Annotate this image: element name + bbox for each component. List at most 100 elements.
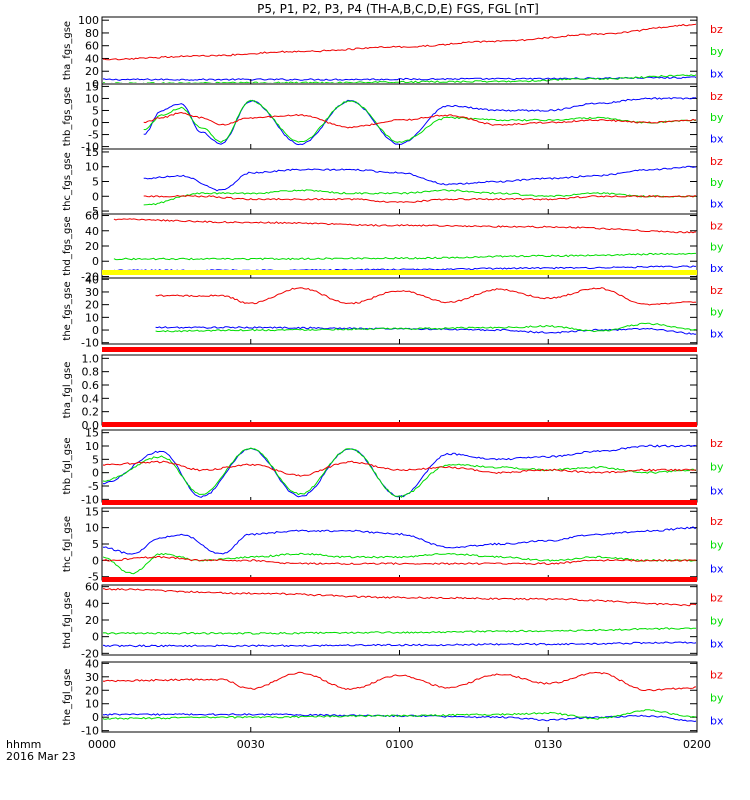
panel-frame	[101, 16, 698, 85]
y-tick-label: -10	[81, 725, 99, 738]
y-tick-label: 5	[92, 538, 99, 551]
y-tick-label: -20	[81, 647, 99, 660]
series-line-bz	[143, 194, 696, 203]
y-tick-label: 10	[85, 440, 99, 453]
legend-bx: bx	[710, 198, 724, 211]
series-group	[113, 218, 696, 272]
y-axis-label: thc_fgl_gse	[62, 516, 73, 572]
panel-thc_fgs_gse: -5 05 10 15 thc_fgs_gse bz by bx	[62, 146, 724, 218]
panel-frame	[101, 354, 698, 426]
y-tick-label: 40	[85, 52, 99, 65]
y-tick-label: 10	[85, 92, 99, 105]
y-tick-label: 30	[85, 286, 99, 299]
y-tick-label: 1.0	[82, 352, 100, 365]
legend-bx: bx	[710, 562, 724, 575]
series-line-bx	[103, 444, 696, 498]
series-line-bz	[103, 587, 696, 607]
y-tick-label: 0	[92, 711, 99, 724]
y-tick-label: 60	[85, 210, 99, 223]
y-tick-label: 30	[85, 671, 99, 684]
legend-by: by	[710, 306, 724, 319]
series-group	[155, 287, 696, 335]
legend-bx: bx	[710, 638, 724, 651]
series-line-by	[103, 627, 696, 635]
legend-bx: bx	[710, 484, 724, 497]
y-tick-label: 15	[85, 146, 99, 159]
y-tick-label: 0.0	[82, 419, 100, 432]
series-line-by	[113, 252, 696, 261]
legend-bz: bz	[710, 23, 723, 36]
panel-thc_fgl_gse: -5 0 5 10 15 thc_fgl_gse bz by bx	[62, 500, 724, 584]
legend-bx: bx	[710, 327, 724, 340]
y-tick-label: -10	[81, 337, 99, 350]
legend-by: by	[710, 176, 724, 189]
x-tick-label: 0000	[88, 738, 116, 751]
y-tick-label: 60	[85, 40, 99, 53]
panel-frame	[101, 507, 698, 581]
y-tick-label: 15	[85, 427, 99, 440]
y-tick-label: 40	[85, 225, 99, 238]
x-tick-label: 0100	[386, 738, 414, 751]
y-tick-label: 20	[85, 65, 99, 78]
y-tick-label: 10	[85, 161, 99, 174]
series-line-bx	[103, 526, 696, 555]
series-line-bz	[143, 111, 696, 129]
series-line-bx	[103, 713, 696, 723]
y-tick-label: 20	[85, 684, 99, 697]
status-bar-thc_fgl_gse	[102, 500, 697, 505]
status-bar-tha_fgl_gse	[102, 347, 697, 352]
y-axis-label: thb_fgl_gse	[62, 438, 73, 495]
y-tick-label: 20	[85, 299, 99, 312]
series-line-by	[103, 709, 696, 720]
y-tick-label: 0.6	[82, 379, 100, 392]
series-line-bx	[143, 165, 696, 192]
panel-thd_fgs_gse: -20 0 20 40 60 thd_fgs_gse bz by bx	[62, 210, 724, 284]
legend-bz: bz	[710, 90, 723, 103]
y-axis-label: thb_fgs_gse	[62, 87, 73, 146]
y-axis-label: thd_fgl_gse	[62, 592, 73, 649]
series-line-by	[103, 552, 696, 575]
y-tick-label: 5	[92, 453, 99, 466]
legend-bz: bz	[710, 284, 723, 297]
legend-bx: bx	[710, 133, 724, 146]
chart-title: P5, P1, P2, P3, P4 (TH-A,B,C,D,E) FGS, F…	[257, 2, 539, 16]
y-tick-label: -20	[81, 270, 99, 283]
series-line-bz	[103, 23, 696, 61]
y-tick-label: 0.8	[82, 366, 100, 379]
legend-by: by	[710, 45, 724, 58]
y-tick-label: 0	[92, 554, 99, 567]
status-bar-thb_fgl_gse	[102, 422, 697, 427]
series-group	[143, 165, 696, 206]
series-line-bz	[103, 460, 696, 477]
y-tick-label: 0	[92, 631, 99, 644]
y-tick-label: 0	[92, 117, 99, 130]
y-tick-label: 0	[92, 467, 99, 480]
status-bar-the_fgs_gse	[102, 270, 697, 275]
legend-bz: bz	[710, 592, 723, 605]
legend-bz: bz	[710, 220, 723, 233]
y-tick-label: -5	[88, 129, 99, 142]
series-group	[103, 671, 696, 723]
y-tick-label: 5	[92, 176, 99, 189]
panel-frame	[101, 148, 698, 215]
legend-bz: bz	[710, 669, 723, 682]
panel-frame	[101, 277, 698, 345]
series-line-bx	[155, 326, 696, 335]
y-axis-label: tha_fgs_gse	[62, 21, 73, 80]
y-tick-label: 0	[92, 255, 99, 268]
series-group	[103, 444, 696, 498]
y-tick-label: 0.2	[82, 406, 100, 419]
x-tick-label: 0200	[683, 738, 711, 751]
x-tick-label: 0130	[534, 738, 562, 751]
legend-by: by	[710, 241, 724, 254]
legend-by: by	[710, 539, 724, 552]
y-tick-label: -5	[88, 571, 99, 584]
legend-bx: bx	[710, 715, 724, 728]
y-axis-label: the_fgl_gse	[62, 669, 73, 726]
series-line-bz	[103, 555, 696, 566]
series-group	[103, 587, 696, 648]
y-tick-label: 40	[85, 657, 99, 670]
y-tick-label: 0.4	[82, 392, 100, 405]
